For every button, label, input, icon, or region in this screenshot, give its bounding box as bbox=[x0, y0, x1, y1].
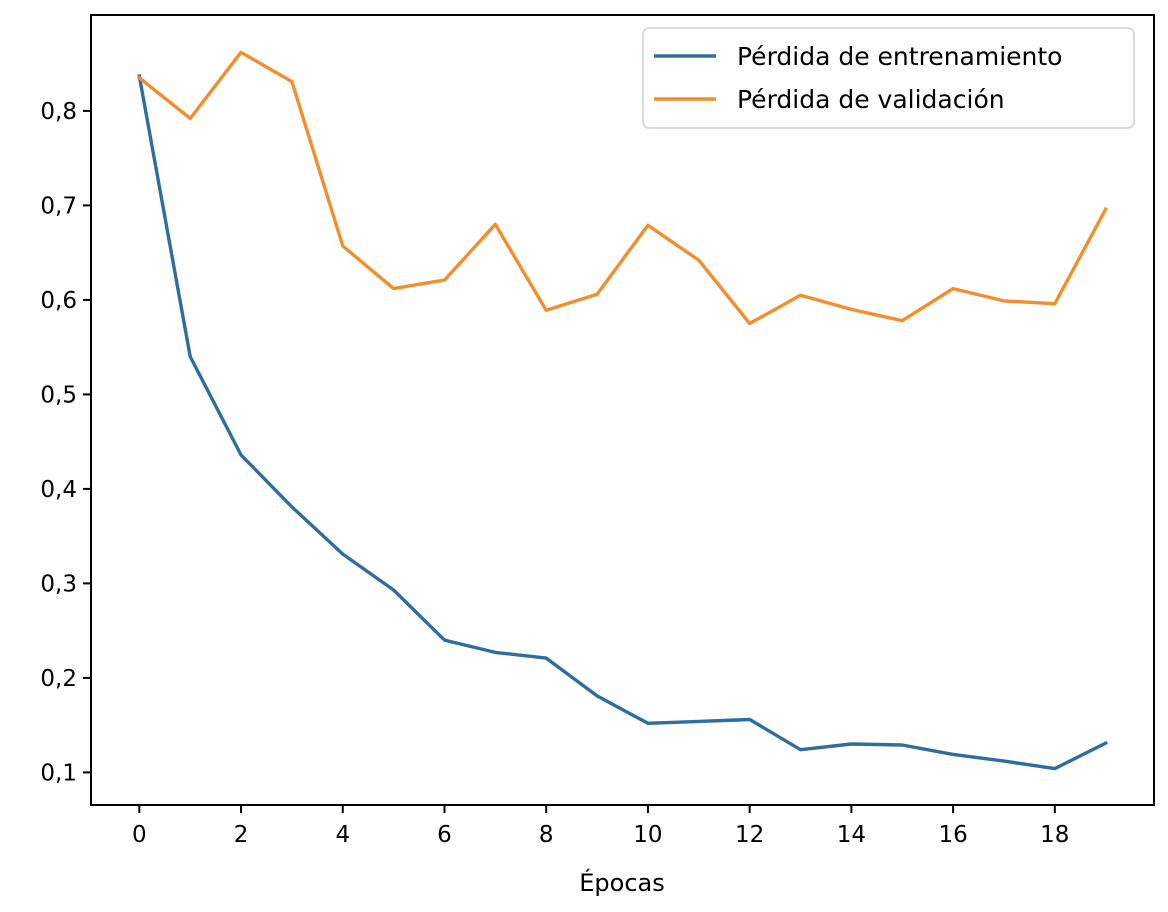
y-tick-label: 0,3 bbox=[40, 571, 77, 597]
y-tick-label: 0,6 bbox=[40, 288, 77, 314]
legend-label-1: Pérdida de validación bbox=[737, 85, 1005, 114]
legend: Pérdida de entrenamiento Pérdida de vali… bbox=[642, 27, 1135, 129]
x-tick-label: 6 bbox=[437, 822, 452, 848]
y-tick-label: 0,4 bbox=[40, 477, 77, 503]
x-tick-label: 4 bbox=[335, 822, 350, 848]
y-tick-label: 0,8 bbox=[40, 99, 77, 125]
x-tick-label: 10 bbox=[633, 822, 662, 848]
x-tick-label: 14 bbox=[837, 822, 866, 848]
series-line-0 bbox=[137, 74, 1108, 771]
x-axis: 0 2 4 6 8 10 12 14 16 18 bbox=[132, 805, 1069, 848]
x-tick-label: 8 bbox=[539, 822, 554, 848]
series-line-1 bbox=[136, 50, 1109, 326]
legend-box bbox=[642, 27, 1135, 129]
plot-frame bbox=[90, 14, 1155, 806]
x-tick-label: 18 bbox=[1040, 822, 1069, 848]
x-tick-label: 16 bbox=[938, 822, 967, 848]
y-axis: 0,1 0,2 0,3 0,4 0,5 0,6 0,7 0,8 bbox=[40, 99, 91, 786]
y-tick-label: 0,1 bbox=[40, 760, 77, 786]
legend-label-0: Pérdida de entrenamiento bbox=[737, 42, 1062, 71]
x-tick-label: 0 bbox=[132, 822, 147, 848]
y-tick-label: 0,5 bbox=[40, 382, 77, 408]
y-tick-label: 0,7 bbox=[40, 193, 77, 219]
x-tick-label: 12 bbox=[735, 822, 764, 848]
series-lines bbox=[136, 50, 1109, 771]
y-tick-label: 0,2 bbox=[40, 666, 77, 692]
x-axis-title: Épocas bbox=[579, 868, 665, 897]
x-tick-label: 2 bbox=[234, 822, 249, 848]
